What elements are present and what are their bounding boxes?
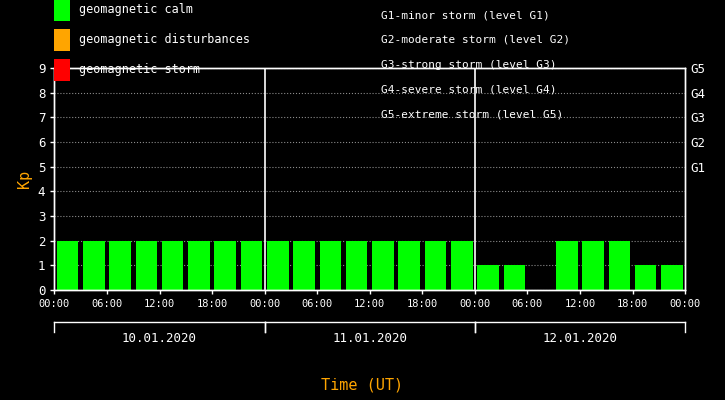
Bar: [136, 241, 157, 290]
Text: 10.01.2020: 10.01.2020: [122, 332, 197, 344]
Bar: [582, 241, 604, 290]
Bar: [504, 265, 525, 290]
Text: G4-severe storm (level G4): G4-severe storm (level G4): [381, 84, 556, 94]
Text: G1-minor storm (level G1): G1-minor storm (level G1): [381, 10, 550, 20]
Bar: [609, 241, 630, 290]
Bar: [635, 265, 656, 290]
Text: geomagnetic calm: geomagnetic calm: [79, 4, 193, 16]
Bar: [556, 241, 578, 290]
Text: geomagnetic storm: geomagnetic storm: [79, 64, 200, 76]
Bar: [83, 241, 104, 290]
Text: Time (UT): Time (UT): [321, 377, 404, 392]
Y-axis label: Kp: Kp: [17, 170, 33, 188]
Bar: [661, 265, 683, 290]
Bar: [372, 241, 394, 290]
Text: geomagnetic disturbances: geomagnetic disturbances: [79, 34, 250, 46]
Bar: [477, 265, 499, 290]
Bar: [215, 241, 236, 290]
Bar: [294, 241, 315, 290]
Bar: [109, 241, 130, 290]
Bar: [346, 241, 368, 290]
Bar: [320, 241, 341, 290]
Bar: [425, 241, 446, 290]
Text: G3-strong storm (level G3): G3-strong storm (level G3): [381, 60, 556, 70]
Bar: [451, 241, 473, 290]
Bar: [188, 241, 210, 290]
Bar: [399, 241, 420, 290]
Bar: [241, 241, 262, 290]
Bar: [57, 241, 78, 290]
Text: G2-moderate storm (level G2): G2-moderate storm (level G2): [381, 35, 570, 45]
Text: 11.01.2020: 11.01.2020: [332, 332, 407, 344]
Text: 12.01.2020: 12.01.2020: [542, 332, 618, 344]
Text: G5-extreme storm (level G5): G5-extreme storm (level G5): [381, 109, 563, 119]
Bar: [162, 241, 183, 290]
Bar: [267, 241, 289, 290]
